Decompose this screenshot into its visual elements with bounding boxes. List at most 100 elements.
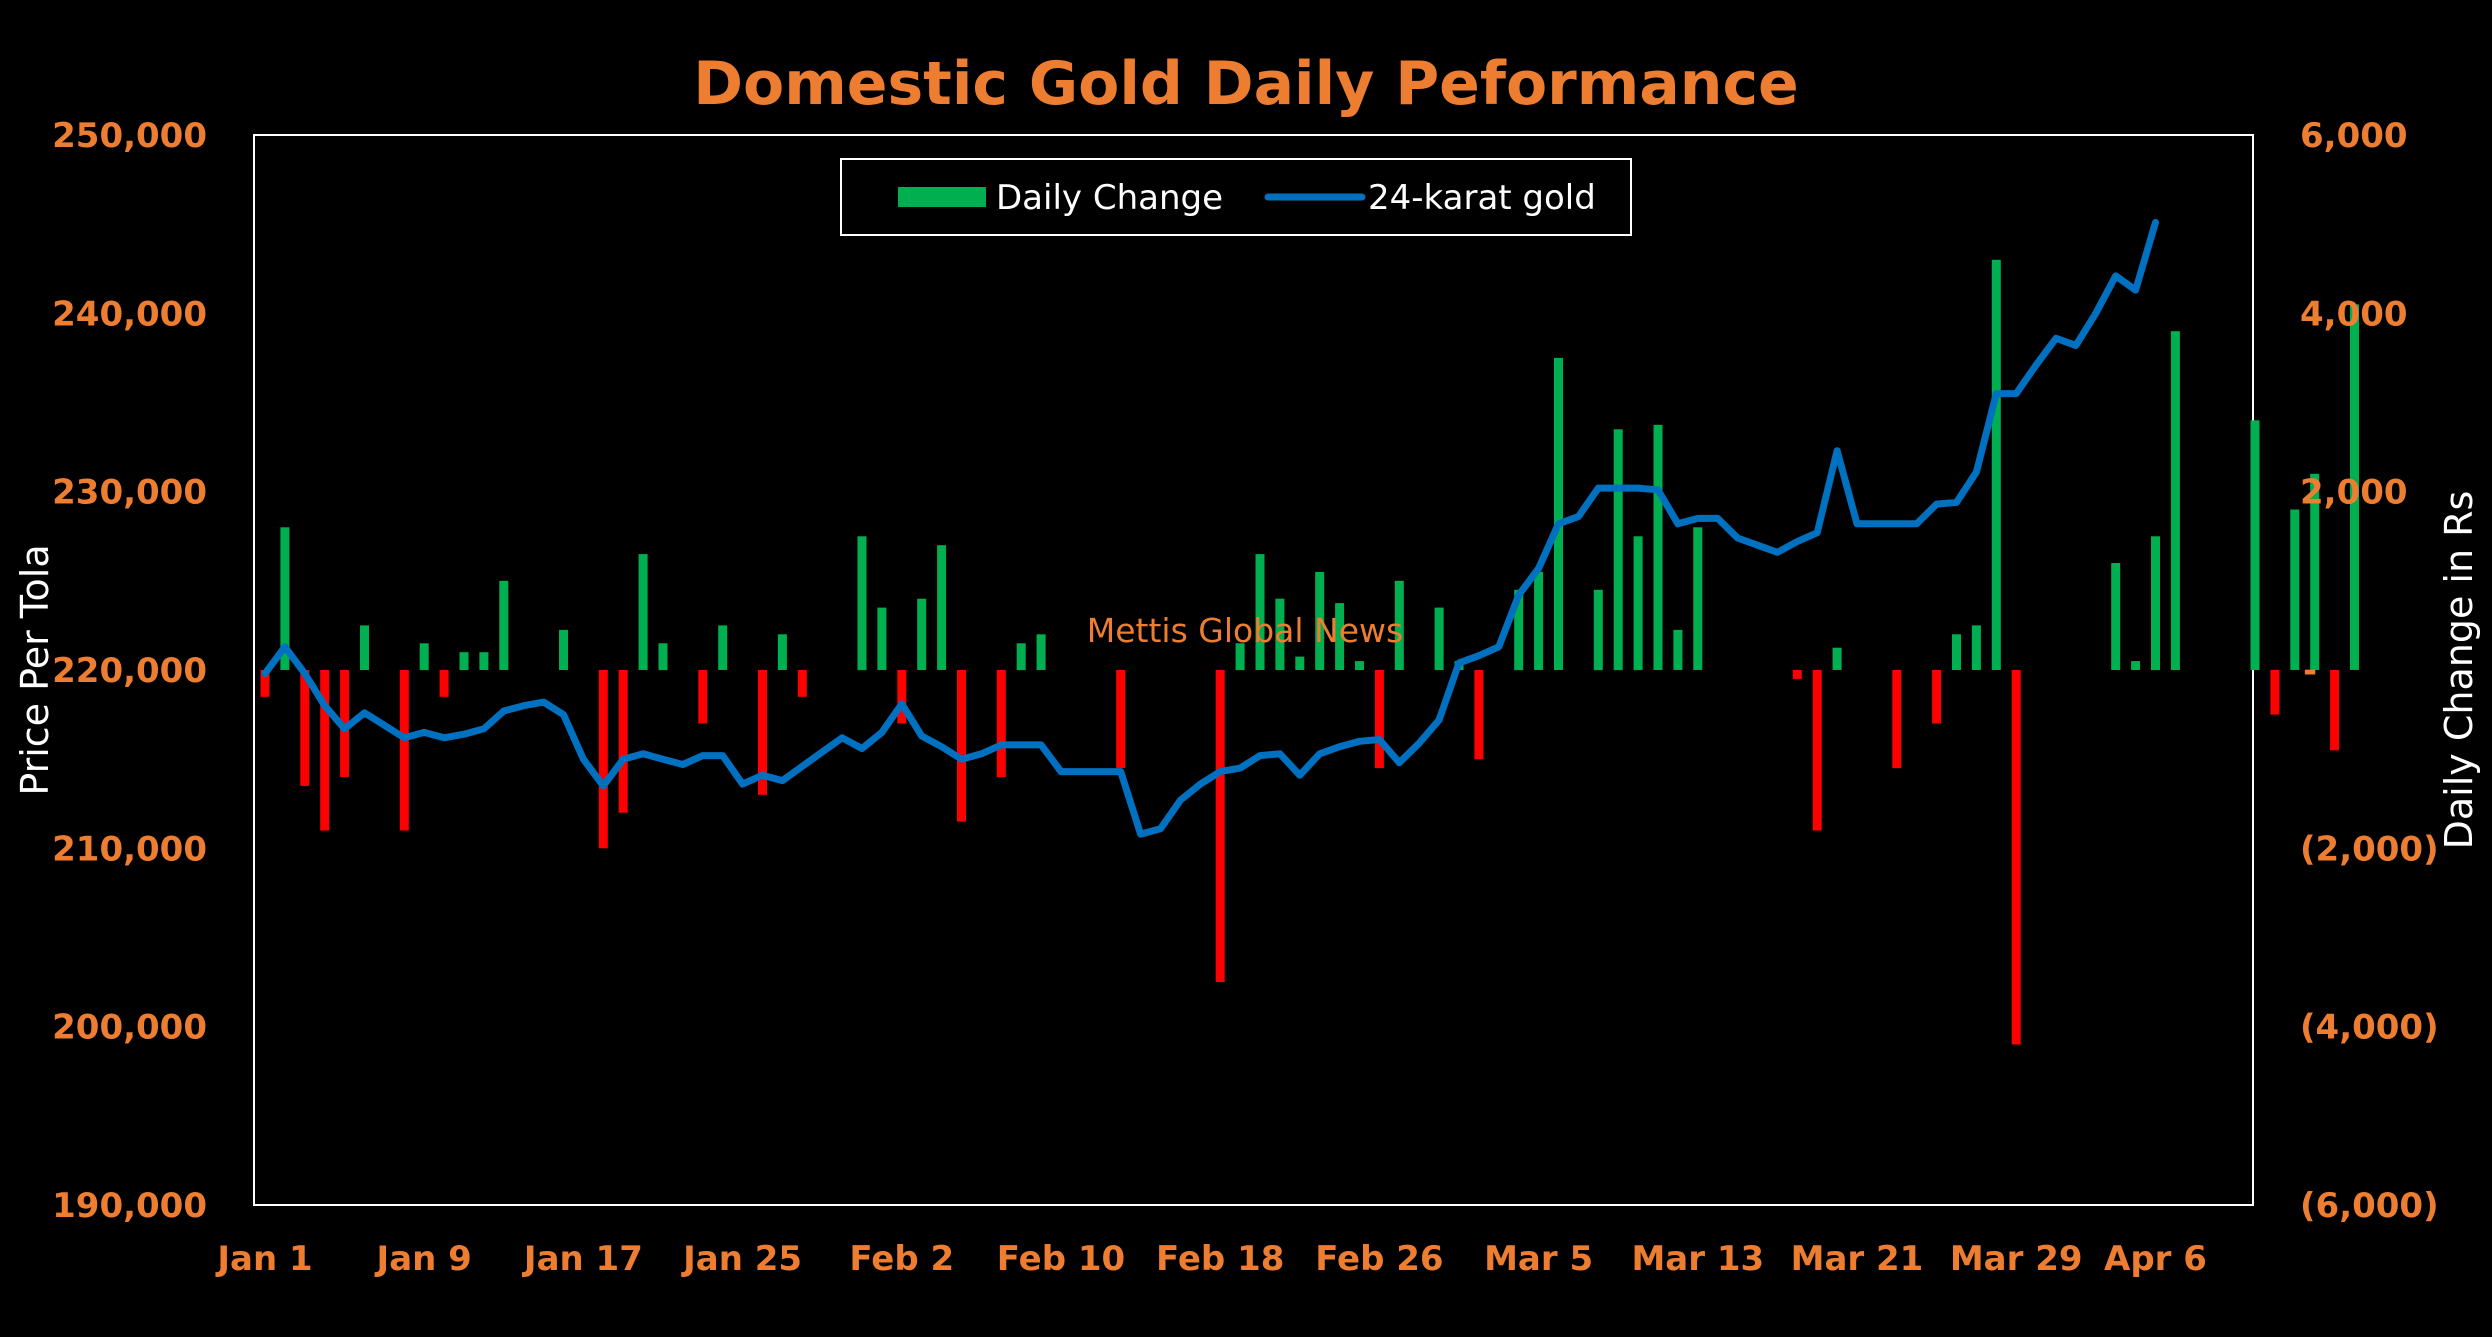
daily-change-bar <box>300 670 310 786</box>
daily-change-bar <box>1374 670 1384 769</box>
daily-change-bar <box>1036 634 1046 670</box>
daily-change-bar <box>439 670 449 697</box>
x-axis-tick-label: Jan 1 <box>215 1239 312 1279</box>
daily-change-bar <box>2310 473 2320 670</box>
daily-change-bar <box>1215 670 1225 983</box>
x-axis-tick-label: Jan 9 <box>375 1239 472 1279</box>
x-axis-tick-label: Feb 18 <box>1156 1239 1284 1279</box>
daily-change-bar <box>2111 563 2121 670</box>
x-axis-tick-label: Jan 17 <box>522 1239 643 1279</box>
gold-price-line <box>261 218 2159 838</box>
daily-change-bar <box>1275 598 1285 670</box>
daily-change-bar <box>857 536 867 671</box>
daily-change-bar <box>1554 357 1563 670</box>
daily-change-bar <box>1315 571 1325 670</box>
daily-change-bar <box>658 643 668 671</box>
daily-change-bar <box>1653 424 1663 670</box>
daily-change-bar <box>1335 603 1345 670</box>
daily-change-bar <box>2170 331 2180 670</box>
left-axis-tick-label: 250,000 <box>52 116 207 156</box>
daily-change-bar <box>638 554 648 670</box>
right-axis-tick-label: 4,000 <box>2300 294 2408 334</box>
daily-change-bar <box>718 625 728 670</box>
daily-change-bar <box>320 670 330 831</box>
daily-change-bar <box>797 670 807 697</box>
daily-change-bar <box>1255 554 1265 670</box>
right-axis-tick-label: 2,000 <box>2300 473 2408 513</box>
daily-change-bar <box>1295 656 1305 670</box>
daily-change-bar <box>280 527 290 670</box>
x-axis-ticks: Jan 1 Jan 9 Jan 17 Jan 25 Feb 2 Feb 10 Feb 18 F… <box>215 1239 2207 1279</box>
daily-change-bar <box>1593 589 1603 671</box>
daily-change-bar <box>1991 259 2001 670</box>
daily-change-bar <box>1892 670 1902 769</box>
x-axis-tick-label: Feb 26 <box>1315 1239 1443 1279</box>
daily-change-bar <box>1952 634 1961 670</box>
daily-change-bar <box>698 670 708 724</box>
x-axis-tick-label: Apr 6 <box>2104 1239 2207 1279</box>
daily-change-bar <box>1534 571 1544 670</box>
daily-change-bar <box>777 634 787 670</box>
left-axis-tick-label: 190,000 <box>52 1186 207 1226</box>
daily-change-bar <box>360 625 369 670</box>
daily-change-bar <box>1613 429 1623 671</box>
x-axis-tick-label: Mar 13 <box>1631 1239 1764 1279</box>
daily-change-bar <box>877 607 887 670</box>
daily-change-bar <box>1116 670 1126 769</box>
daily-change-bar <box>419 643 429 671</box>
daily-change-bar <box>2290 509 2300 670</box>
daily-change-bar <box>897 670 907 724</box>
daily-change-bar <box>2330 670 2340 751</box>
daily-change-bar <box>1971 625 1981 670</box>
daily-change-bar <box>559 629 568 670</box>
daily-change-bar <box>917 598 927 670</box>
daily-change-bar <box>479 652 489 670</box>
daily-change-bar <box>598 670 608 849</box>
daily-change-bar <box>399 670 409 831</box>
daily-change-bar <box>1474 670 1484 760</box>
x-axis-tick-label: Mar 21 <box>1791 1239 1924 1279</box>
daily-change-bar <box>2270 670 2280 715</box>
watermark: Mettis Global News <box>1087 611 1403 650</box>
left-axis-tick-label: 240,000 <box>52 294 207 334</box>
daily-change-bar <box>1792 670 1802 679</box>
daily-change-bar <box>1434 607 1444 670</box>
daily-change-bar <box>758 670 767 795</box>
legend-daily-change-swatch <box>898 187 986 207</box>
chart-title: Domestic Gold Daily Peformance <box>693 49 1799 119</box>
right-axis-tick-label: 6,000 <box>2300 116 2408 156</box>
daily-change-bar <box>1693 527 1703 670</box>
daily-change-bar <box>1394 580 1404 670</box>
x-axis-tick-label: Mar 29 <box>1950 1239 2083 1279</box>
daily-change-bar <box>2250 420 2260 670</box>
x-axis-tick-label: Mar 5 <box>1484 1239 1593 1279</box>
daily-change-bar <box>1673 629 1683 670</box>
daily-change-bar <box>618 670 628 813</box>
daily-change-bar <box>260 670 270 697</box>
x-axis-tick-label: Jan 25 <box>681 1239 802 1279</box>
daily-change-bar <box>1633 536 1643 671</box>
daily-change-bar <box>2151 536 2160 671</box>
daily-change-bar <box>996 670 1006 777</box>
left-axis-tick-label: 200,000 <box>52 1008 207 1048</box>
daily-change-bar <box>1832 647 1842 670</box>
daily-change-bar <box>2011 670 2021 1045</box>
daily-change-bar <box>1355 661 1364 670</box>
daily-change-bar <box>1235 643 1245 671</box>
daily-change-bar <box>1514 589 1524 671</box>
left-axis-tick-label: 220,000 <box>52 651 207 691</box>
legend-daily-change-label: Daily Change <box>996 178 1223 218</box>
x-axis-tick-label: Feb 10 <box>997 1239 1125 1279</box>
left-axis-title: Price Per Tola <box>13 544 57 795</box>
right-axis-tick-label: - <box>2303 651 2317 691</box>
left-axis-tick-label: 210,000 <box>52 829 207 869</box>
left-axis-tick-label: 230,000 <box>52 473 207 513</box>
right-axis-title: Daily Change in Rs <box>2437 491 2481 850</box>
daily-change-bar <box>2131 661 2141 670</box>
daily-change-bar <box>1016 643 1026 671</box>
left-axis-ticks: 250,000 240,000 230,000 220,000 210,000 200,0… <box>52 116 207 1226</box>
legend: Daily Change 24-karat gold <box>840 158 1632 236</box>
daily-change-bar <box>2350 304 2359 670</box>
daily-change-bar <box>459 652 469 670</box>
